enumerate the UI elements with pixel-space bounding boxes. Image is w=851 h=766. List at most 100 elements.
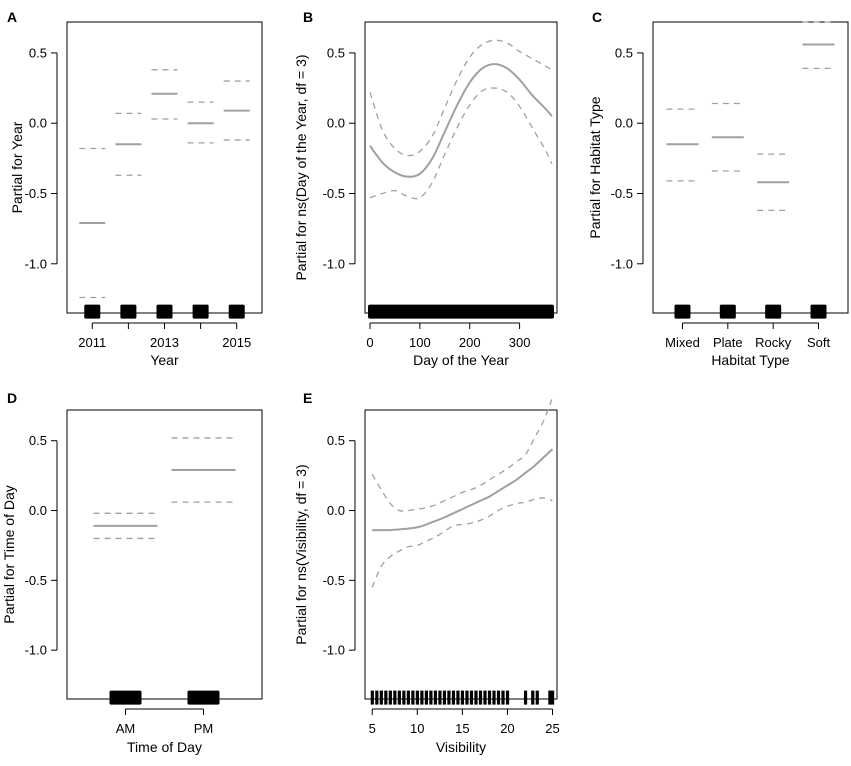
x-tick-label: Plate	[713, 335, 743, 350]
rug-mark	[397, 690, 401, 705]
rug-mark	[388, 690, 392, 705]
x-tick-label: 2015	[222, 335, 251, 350]
x-tick-label: 20	[500, 721, 514, 736]
x-tick-label: AM	[116, 721, 136, 736]
y-tick-label: 0.5	[615, 45, 633, 60]
y-tick-label: 0.0	[29, 503, 47, 518]
y-axis-title: Partial for ns(Visibility, df = 3)	[293, 464, 309, 644]
rug-mark	[465, 690, 469, 705]
rug-mark	[487, 690, 492, 705]
x-tick-label: Soft	[807, 335, 831, 350]
lower-ci-curve	[371, 497, 553, 588]
rug-mark	[492, 690, 496, 705]
y-tick-label: -1.0	[323, 643, 345, 658]
x-tick-label: PM	[194, 721, 214, 736]
rug-mark	[447, 690, 451, 705]
plot-frame	[66, 409, 263, 700]
fit-curve	[369, 63, 553, 178]
rug-mark	[460, 690, 465, 705]
rug-mark	[433, 690, 438, 705]
panel-letter: A	[7, 9, 17, 25]
x-tick-label: 2013	[150, 335, 179, 350]
plot-frame	[652, 21, 849, 314]
x-tick-label: 2011	[78, 335, 106, 350]
rug-mark	[483, 690, 487, 705]
x-tick-label: 200	[459, 335, 481, 350]
y-tick-label: -0.5	[323, 186, 345, 201]
rug-mark	[120, 304, 137, 319]
rug-mark	[384, 690, 388, 705]
x-axis-title: Visibility	[436, 739, 486, 755]
panel-e: E 0.5 0.0 -0.5 -1.0 5 10 15 20 25 Visibility Partia…	[293, 390, 560, 755]
rug-mark	[415, 690, 419, 705]
rug-mark	[379, 690, 383, 705]
fit-curve	[372, 448, 554, 532]
rug-mark	[420, 690, 424, 705]
rug-mark	[411, 690, 415, 705]
y-tick-label: 0.0	[327, 503, 345, 518]
plot-frame	[66, 21, 263, 314]
x-tick-label: 300	[509, 335, 531, 350]
y-axis-title: Partial for Time of Day	[1, 485, 17, 624]
y-tick-label: 0.5	[327, 433, 345, 448]
upper-ci-curve	[369, 39, 553, 157]
rug-mark	[535, 690, 539, 705]
x-tick-label: Mixed	[665, 335, 700, 350]
rug-mark	[187, 690, 220, 705]
x-tick-label: 25	[545, 721, 559, 736]
lower-ci-curve	[369, 87, 553, 200]
rug-mark	[406, 690, 410, 705]
rug-mark	[393, 690, 397, 705]
panel-d: D 0.5 0.0 -0.5 -1.0 AM PM Time of Day Partial fo…	[1, 390, 263, 755]
rug-mark	[402, 690, 406, 705]
y-tick-label: 0.5	[327, 45, 345, 60]
rug-mark	[375, 690, 379, 705]
y-tick-label: -1.0	[25, 256, 47, 271]
panel-letter: E	[303, 390, 312, 406]
y-tick-label: -0.5	[323, 573, 345, 588]
panel-letter: B	[303, 9, 313, 25]
y-tick-label: -1.0	[611, 256, 633, 271]
rug-mark	[523, 690, 528, 705]
panel-letter: D	[7, 390, 17, 406]
rug-mark	[469, 690, 474, 705]
rug-mark	[550, 690, 555, 705]
rug-mark	[474, 690, 478, 705]
rug-mark	[810, 304, 827, 319]
rug-mark	[505, 690, 510, 705]
rug-mark	[109, 690, 142, 705]
x-axis-title: Day of the Year	[413, 352, 509, 368]
plot-frame	[364, 409, 558, 700]
y-tick-label: 0.0	[327, 116, 345, 131]
x-tick-label: 100	[409, 335, 431, 350]
rug-mark	[496, 690, 501, 705]
y-tick-label: -0.5	[611, 186, 633, 201]
rug-mark	[456, 690, 460, 705]
y-tick-label: -1.0	[25, 643, 47, 658]
rug-mark	[429, 690, 433, 705]
rug-mark	[548, 690, 552, 705]
x-axis-title: Habitat Type	[711, 352, 790, 368]
x-axis-title: Year	[150, 352, 179, 368]
rug-mark	[442, 690, 447, 705]
rug-mark	[84, 304, 101, 319]
y-tick-label: -0.5	[25, 186, 47, 201]
rug-mark	[367, 304, 555, 319]
y-tick-label: 0.0	[29, 116, 47, 131]
rug-mark	[424, 690, 428, 705]
rug-mark	[501, 690, 505, 705]
y-tick-label: -1.0	[323, 256, 345, 271]
panel-a: A 0.5 0.0 -0.5 -1.0 2011 2013 2015 Year Partial f…	[7, 9, 263, 368]
x-tick-label: 0	[366, 335, 373, 350]
y-axis-title: Partial for Habitat Type	[587, 96, 603, 238]
y-tick-label: 0.5	[29, 45, 47, 60]
x-tick-label: 15	[455, 721, 469, 736]
rug-mark	[370, 690, 374, 705]
rug-mark	[531, 690, 535, 705]
y-tick-label: 0.0	[615, 116, 633, 131]
x-tick-label: 10	[410, 721, 424, 736]
rug-mark	[228, 304, 245, 319]
rug-mark	[192, 304, 209, 319]
